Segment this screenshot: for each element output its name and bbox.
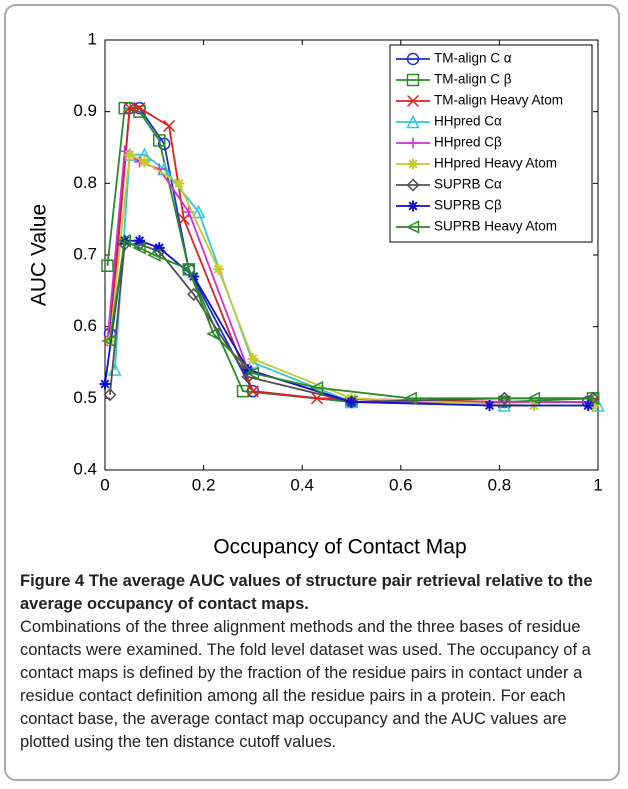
marker bbox=[585, 391, 600, 406]
marker bbox=[309, 380, 324, 395]
y-axis-label: AUC Value bbox=[28, 204, 51, 306]
marker bbox=[153, 242, 165, 254]
legend-marker bbox=[406, 94, 420, 108]
marker bbox=[586, 391, 600, 405]
marker bbox=[118, 101, 131, 115]
marker bbox=[188, 271, 200, 282]
legend-label: HHpred Cβ bbox=[434, 135, 502, 150]
marker bbox=[484, 400, 496, 411]
series-line bbox=[109, 239, 594, 400]
caption-title: Figure 4 The average AUC values of struc… bbox=[20, 572, 593, 613]
legend-label: SUPRB Cα bbox=[434, 177, 502, 192]
marker bbox=[133, 102, 146, 115]
marker bbox=[497, 391, 511, 405]
y-tick-label: 0.4 bbox=[73, 459, 97, 478]
y-tick-label: 0.6 bbox=[73, 316, 97, 335]
marker bbox=[181, 262, 196, 277]
marker bbox=[236, 384, 250, 398]
marker bbox=[134, 235, 146, 247]
marker bbox=[132, 241, 146, 255]
x-tick-label: 0.8 bbox=[488, 475, 512, 494]
legend-label: SUPRB Heavy Atom bbox=[434, 219, 557, 234]
x-tick-label: 0.6 bbox=[389, 475, 413, 494]
y-tick-label: 1 bbox=[88, 29, 97, 48]
y-tick-label: 0.7 bbox=[73, 244, 97, 263]
caption: Figure 4 The average AUC values of struc… bbox=[20, 570, 616, 754]
y-tick-label: 0.8 bbox=[73, 173, 97, 192]
legend-marker bbox=[406, 52, 420, 66]
marker bbox=[117, 233, 131, 248]
marker bbox=[242, 364, 254, 376]
x-axis-label: Occupancy of Contact Map bbox=[213, 536, 466, 559]
marker bbox=[246, 385, 259, 398]
marker bbox=[403, 391, 417, 406]
legend-marker bbox=[406, 178, 420, 192]
marker bbox=[173, 177, 185, 189]
chart: Occupancy of Contact Map AUC Value 0.4 0.… bbox=[28, 29, 605, 559]
x-tick-label: 0 bbox=[100, 475, 109, 494]
legend-label: HHpred Heavy Atom bbox=[434, 156, 557, 171]
legend-label: TM-align C β bbox=[434, 72, 512, 87]
caption-body: Combinations of the three alignment meth… bbox=[20, 618, 591, 751]
legend-label: TM-align C α bbox=[434, 51, 512, 66]
marker bbox=[206, 327, 220, 341]
x-tick-label: 1 bbox=[593, 475, 602, 494]
x-tick-label: 0.4 bbox=[290, 475, 314, 494]
marker bbox=[177, 213, 190, 226]
legend-label: TM-align Heavy Atom bbox=[434, 93, 563, 108]
marker bbox=[147, 248, 161, 262]
marker bbox=[212, 263, 224, 275]
legend-marker bbox=[407, 137, 419, 149]
marker bbox=[245, 366, 260, 380]
legend-marker bbox=[405, 220, 420, 234]
legend-label: HHpred Cα bbox=[434, 114, 502, 129]
legend-marker bbox=[406, 73, 420, 87]
marker bbox=[346, 396, 357, 408]
legend-label: SUPRB Cβ bbox=[434, 198, 502, 213]
marker bbox=[247, 353, 259, 365]
y-tick-label: 0.5 bbox=[73, 388, 97, 407]
marker bbox=[526, 391, 541, 406]
legend-marker bbox=[407, 200, 419, 212]
marker bbox=[138, 156, 150, 168]
marker bbox=[124, 149, 136, 161]
marker bbox=[102, 334, 117, 348]
legend-marker bbox=[406, 114, 420, 129]
marker bbox=[123, 102, 136, 115]
marker bbox=[103, 388, 117, 402]
marker bbox=[163, 119, 176, 133]
legend-marker bbox=[407, 158, 419, 170]
x-tick-label: 0.2 bbox=[192, 475, 216, 494]
figure-frame bbox=[4, 4, 620, 781]
marker bbox=[99, 378, 111, 390]
marker bbox=[152, 134, 166, 147]
y-tick-label: 0.9 bbox=[73, 101, 97, 120]
marker bbox=[191, 204, 206, 219]
marker bbox=[582, 400, 594, 411]
